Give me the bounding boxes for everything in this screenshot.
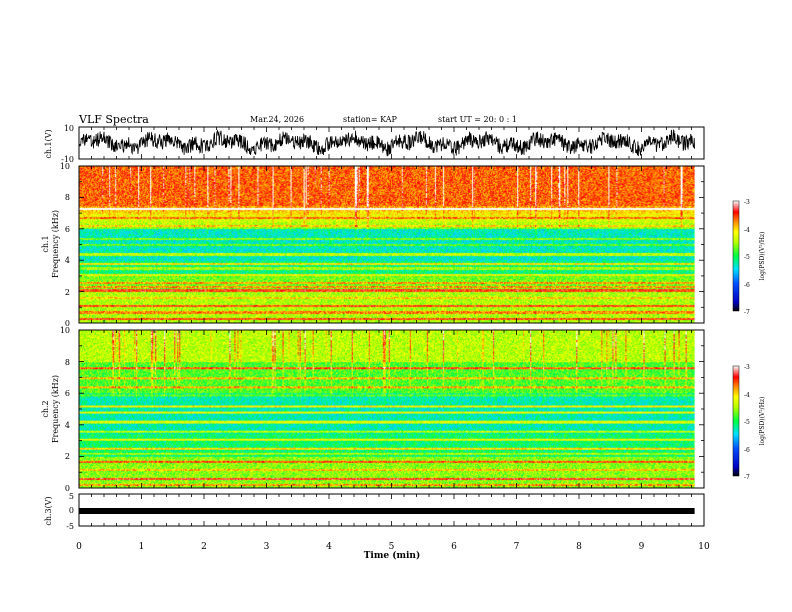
x-tick-label: 0 [76, 542, 82, 552]
ch2-freq-tick: 10 [60, 326, 70, 335]
x-tick-label: 6 [451, 542, 457, 552]
ch2-freq-tick: 4 [65, 421, 70, 430]
ch1-ytick-label: 10 [64, 124, 74, 133]
ch1-waveform-trace [78, 129, 696, 157]
colorbar-2-label: log(PSD)(V²/Hz) [759, 397, 766, 446]
colorbar-2-tick: -6 [744, 447, 750, 454]
ch3-ytick-label: 5 [69, 492, 74, 501]
date-label: Mar.24, 2026 [250, 115, 304, 124]
x-tick-label: 8 [576, 542, 582, 552]
x-tick-label: 7 [514, 542, 520, 552]
ch1-spectrogram-yaxis: 0 2 4 6 8 10 [60, 162, 70, 328]
ch2-freq-tick: 8 [65, 358, 70, 367]
ch2-spectrogram-heatmap [79, 330, 695, 488]
x-tick-label: 4 [326, 542, 332, 552]
ch2-spectrogram-ylabel-2: Frequency (kHz) [51, 375, 60, 443]
ch2-freq-tick: 6 [65, 389, 70, 398]
x-tick-label: 10 [698, 542, 710, 552]
ch3-ylabel: ch.3(V) [44, 496, 53, 525]
ch2-spectrogram-panel: 0 2 4 6 8 10 ch.2 Frequency (kHz) [41, 326, 705, 493]
colorbar-1-tick: -4 [744, 227, 750, 234]
ch1-waveform-panel: 10 -10 ch.1(V) [44, 124, 705, 164]
colorbar-1-tick: -5 [744, 254, 750, 261]
ch3-ytick-label: -5 [66, 522, 74, 531]
ch3-signal-trace [79, 508, 695, 514]
ch1-spectrogram-panel: 0 2 4 6 8 10 ch.1 Frequency (kHz) [41, 162, 705, 328]
ch1-spectrogram-ylabel-2: Frequency (kHz) [51, 210, 60, 278]
ch3-ytick-label: 0 [69, 506, 74, 515]
colorbar-1-tick: -7 [744, 309, 750, 316]
ch1-spectrogram-heatmap [79, 166, 695, 323]
ch1-ylabel: ch.1(V) [44, 129, 53, 158]
colorbar-1-label: log(PSD)(V²/Hz) [759, 232, 766, 281]
x-tick-label: 3 [264, 542, 270, 552]
start-time-label: start UT = 20: 0 : 1 [438, 115, 517, 124]
ch2-freq-tick: 2 [65, 452, 70, 461]
x-tick-label: 9 [639, 542, 645, 552]
ch1-freq-tick: 2 [65, 288, 70, 297]
colorbar-2: -3 -4 -5 -6 -7 log(PSD)(V²/Hz) [732, 364, 766, 481]
ch1-ytick-label: -10 [61, 155, 74, 164]
colorbar-2-tick: -7 [744, 474, 750, 481]
ch2-spectrogram-ylabel-1: ch.2 [41, 400, 50, 417]
colorbar-2-tick: -4 [744, 392, 750, 399]
x-axis: 0 1 2 3 4 5 6 7 8 9 10 Time (min) [76, 542, 710, 561]
axis-ticks [78, 127, 705, 526]
ch1-freq-tick: 8 [65, 193, 70, 202]
colorbar-1-gradient [732, 200, 740, 312]
ch1-freq-tick: 10 [60, 162, 70, 171]
colorbar-1-tick: -3 [744, 199, 750, 206]
station-label: station= KAP [343, 115, 398, 124]
x-tick-label: 1 [139, 542, 145, 552]
figure-title: VLF Spectra [78, 113, 149, 126]
colorbar-2-gradient [732, 365, 740, 477]
ch2-spectrogram-yaxis: 0 2 4 6 8 10 [60, 326, 70, 493]
x-tick-label: 5 [389, 542, 395, 552]
ch1-freq-tick: 6 [65, 225, 70, 234]
ch1-spectrogram-ylabel-1: ch.1 [41, 235, 50, 252]
ch2-freq-tick: 0 [65, 484, 70, 493]
colorbar-2-tick: -3 [744, 364, 750, 371]
colorbar-1: -3 -4 -5 -6 -7 log(PSD)(V²/Hz) [732, 199, 766, 316]
x-tick-label: 2 [201, 542, 207, 552]
x-axis-label: Time (min) [364, 550, 421, 561]
ch3-signal-panel: 5 0 -5 ch.3(V) [44, 492, 705, 531]
colorbar-2-tick: -5 [744, 419, 750, 426]
ch1-freq-tick: 4 [65, 256, 70, 265]
ch1-freq-tick: 0 [65, 319, 70, 328]
colorbar-1-tick: -6 [744, 282, 750, 289]
